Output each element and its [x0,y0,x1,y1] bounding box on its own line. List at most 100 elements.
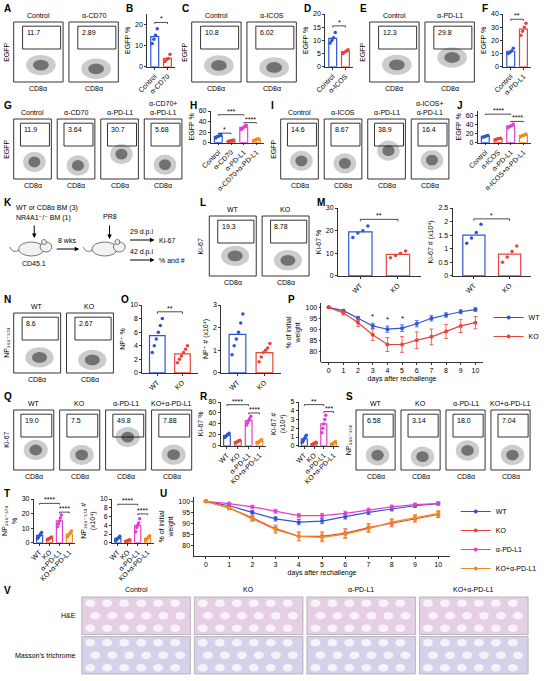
svg-text:20: 20 [326,227,334,234]
svg-text:12.3: 12.3 [383,29,397,36]
svg-text:CD8α: CD8α [378,182,396,189]
svg-text:2: 2 [250,561,254,568]
svg-text:1: 1 [341,367,345,374]
svg-text:8 wks: 8 wks [58,237,76,244]
svg-text:CD8α: CD8α [421,182,439,189]
svg-text:L: L [200,197,206,208]
svg-text:CD8α: CD8α [28,376,46,383]
svg-text:10: 10 [135,42,143,49]
svg-text:KO: KO [41,548,53,560]
svg-text:% and #: % and # [159,257,185,264]
svg-text:CD8α: CD8α [24,182,42,189]
svg-text:NP⁺ %: NP⁺ % [119,328,126,350]
svg-text:95: 95 [309,315,317,322]
svg-text:U: U [160,488,167,499]
svg-text:α-ICOS+α-PD-L1: α-ICOS+α-PD-L1 [484,149,527,192]
svg-text:EGFP %: EGFP % [480,27,487,54]
svg-text:5: 5 [400,367,404,374]
svg-text:WT or CD8α BM (3): WT or CD8α BM (3) [16,204,78,212]
svg-text:****: **** [137,507,148,514]
svg-text:α-PD-L1: α-PD-L1 [490,149,514,173]
svg-text:3.14: 3.14 [412,417,426,424]
svg-text:α-PD-L1: α-PD-L1 [39,549,63,573]
svg-text:α-CD70: α-CD70 [148,73,170,95]
svg-text:CD8α: CD8α [457,473,475,480]
svg-text:2: 2 [213,324,217,331]
svg-text:CD8α: CD8α [163,473,181,480]
svg-text:90: 90 [309,326,317,333]
svg-text:Ki-67 # (x10⁴): Ki-67 # (x10⁴) [427,220,435,263]
svg-text:Control: Control [315,72,336,93]
svg-text:20: 20 [466,130,474,137]
svg-text:WT: WT [31,303,43,310]
svg-text:EGFP: EGFP [3,42,10,61]
svg-text:KO: KO [415,400,426,407]
svg-text:80: 80 [309,348,317,355]
svg-text:WT: WT [529,314,541,321]
svg-text:K: K [4,197,12,208]
svg-text:3: 3 [213,301,217,308]
svg-text:CD8α: CD8α [334,182,352,189]
svg-text:5: 5 [320,561,324,568]
svg-text:CD8α: CD8α [71,473,89,480]
svg-text:D: D [304,3,311,14]
svg-text:18.0: 18.0 [457,417,471,424]
svg-text:α-CD70: α-CD70 [212,149,234,171]
svg-text:α-PD-L1: α-PD-L1 [223,149,247,173]
svg-text:Ki-67 %: Ki-67 % [315,230,322,255]
svg-text:7: 7 [429,367,433,374]
svg-text:% of initialweight: % of initialweight [158,510,175,542]
svg-text:14.6: 14.6 [291,126,305,133]
svg-text:KO+α-PD-L1: KO+α-PD-L1 [453,586,494,593]
svg-text:1: 1 [290,433,294,440]
svg-text:**: ** [167,305,173,312]
svg-text:α-PD-L1: α-PD-L1 [303,452,327,476]
svg-text:α-CD70: α-CD70 [82,12,106,19]
svg-text:19.0: 19.0 [25,417,39,424]
svg-text:0: 0 [134,369,138,376]
svg-text:CD8α: CD8α [154,182,172,189]
svg-text:5: 5 [317,50,321,57]
svg-text:EGFP: EGFP [181,42,188,61]
svg-text:α-PD-L1: α-PD-L1 [437,12,463,19]
svg-text:EGFP %: EGFP % [302,27,309,54]
svg-text:100: 100 [178,498,190,505]
svg-text:KO+α-PD-L1: KO+α-PD-L1 [496,565,537,572]
svg-text:KO: KO [174,378,186,390]
svg-text:10: 10 [434,561,442,568]
svg-text:6: 6 [415,367,419,374]
svg-text:Control: Control [125,586,148,593]
svg-text:60: 60 [466,112,474,119]
svg-text:α-PD-L1: α-PD-L1 [228,452,252,476]
svg-text:CD8α: CD8α [67,182,85,189]
svg-text:7.88: 7.88 [163,417,177,424]
svg-text:WT: WT [228,378,241,391]
svg-text:α-PD-L1: α-PD-L1 [348,586,374,593]
svg-text:90: 90 [182,520,190,527]
svg-text:4: 4 [290,407,294,414]
svg-text:O: O [121,294,129,305]
svg-text:CD8α: CD8α [277,279,295,286]
svg-text:WT: WT [30,548,43,561]
svg-text:Control: Control [468,148,489,169]
svg-text:α-ICOS: α-ICOS [260,12,284,19]
svg-text:42 d.p.i: 42 d.p.i [130,248,153,256]
svg-text:3: 3 [290,416,294,423]
svg-text:WT: WT [108,548,121,561]
svg-text:WT: WT [227,206,239,213]
svg-text:****: **** [122,497,133,504]
svg-text:CD8α: CD8α [117,473,135,480]
svg-text:PR8: PR8 [103,213,117,220]
svg-text:16.4: 16.4 [422,126,436,133]
svg-text:20: 20 [22,510,30,517]
svg-text:days after rechallenge: days after rechallenge [288,569,357,577]
svg-text:6.58: 6.58 [367,417,381,424]
svg-text:A: A [4,3,11,14]
svg-text:0: 0 [444,272,448,279]
svg-text:days after rechallenge: days after rechallenge [368,375,437,383]
svg-text:H&E: H&E [61,612,76,619]
svg-text:***: *** [325,405,333,412]
svg-text:α-PD-L1: α-PD-L1 [374,109,400,116]
svg-text:WT: WT [464,281,477,294]
svg-text:6: 6 [343,561,347,568]
